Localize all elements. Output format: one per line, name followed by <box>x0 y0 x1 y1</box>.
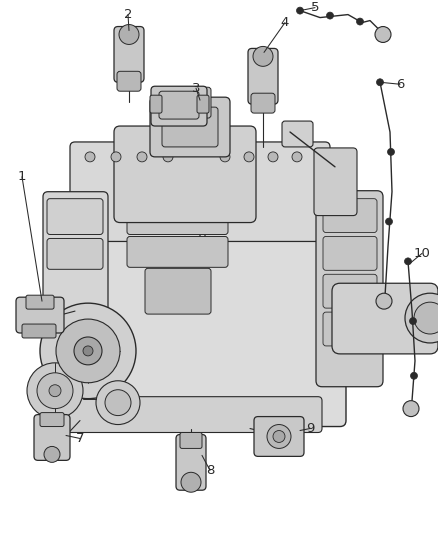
Text: 5: 5 <box>311 1 319 14</box>
FancyBboxPatch shape <box>117 71 141 91</box>
Circle shape <box>105 390 131 416</box>
FancyBboxPatch shape <box>197 95 209 113</box>
Circle shape <box>96 381 140 425</box>
Text: 3: 3 <box>192 82 200 95</box>
FancyBboxPatch shape <box>150 95 162 113</box>
Circle shape <box>297 7 304 14</box>
Text: 9: 9 <box>306 422 314 435</box>
FancyBboxPatch shape <box>159 91 199 119</box>
Text: 7: 7 <box>76 432 84 445</box>
FancyBboxPatch shape <box>180 432 202 448</box>
Circle shape <box>37 373 73 409</box>
FancyBboxPatch shape <box>127 237 228 268</box>
Text: 10: 10 <box>413 247 431 260</box>
Circle shape <box>181 472 201 492</box>
Circle shape <box>119 25 139 44</box>
FancyBboxPatch shape <box>64 215 346 426</box>
Circle shape <box>403 401 419 417</box>
FancyBboxPatch shape <box>205 142 330 241</box>
FancyBboxPatch shape <box>34 415 70 461</box>
Circle shape <box>111 152 121 162</box>
FancyBboxPatch shape <box>127 199 228 235</box>
Circle shape <box>405 258 411 265</box>
FancyBboxPatch shape <box>282 121 313 147</box>
Circle shape <box>56 319 120 383</box>
FancyBboxPatch shape <box>40 413 64 426</box>
Circle shape <box>49 385 61 397</box>
FancyBboxPatch shape <box>70 142 200 241</box>
FancyBboxPatch shape <box>323 312 377 346</box>
Circle shape <box>253 46 273 66</box>
Circle shape <box>377 79 384 86</box>
Circle shape <box>40 303 136 399</box>
FancyBboxPatch shape <box>64 397 322 432</box>
Circle shape <box>220 152 230 162</box>
Text: 8: 8 <box>206 464 214 477</box>
FancyBboxPatch shape <box>332 283 438 354</box>
Circle shape <box>137 152 147 162</box>
Circle shape <box>163 152 173 162</box>
FancyBboxPatch shape <box>314 148 357 215</box>
FancyBboxPatch shape <box>162 107 218 147</box>
Circle shape <box>376 293 392 309</box>
FancyBboxPatch shape <box>16 297 64 333</box>
FancyBboxPatch shape <box>316 191 383 387</box>
FancyBboxPatch shape <box>175 87 211 118</box>
Circle shape <box>414 302 438 334</box>
FancyBboxPatch shape <box>323 237 377 270</box>
FancyBboxPatch shape <box>145 268 211 314</box>
FancyBboxPatch shape <box>43 192 108 346</box>
Circle shape <box>74 337 102 365</box>
Circle shape <box>85 152 95 162</box>
Text: 4: 4 <box>281 16 289 29</box>
Circle shape <box>244 152 254 162</box>
Circle shape <box>410 373 417 379</box>
Circle shape <box>357 18 364 25</box>
FancyBboxPatch shape <box>323 199 377 232</box>
FancyBboxPatch shape <box>22 324 56 338</box>
FancyBboxPatch shape <box>176 434 206 490</box>
Circle shape <box>410 318 417 325</box>
Circle shape <box>405 293 438 343</box>
Circle shape <box>83 346 93 356</box>
FancyBboxPatch shape <box>26 295 54 309</box>
Text: 1: 1 <box>18 170 26 183</box>
FancyBboxPatch shape <box>251 93 275 113</box>
Circle shape <box>27 363 83 418</box>
Circle shape <box>292 152 302 162</box>
Circle shape <box>44 447 60 462</box>
FancyBboxPatch shape <box>114 27 144 82</box>
Circle shape <box>273 431 285 442</box>
Circle shape <box>267 425 291 448</box>
Text: 6: 6 <box>396 78 404 91</box>
FancyBboxPatch shape <box>151 86 207 126</box>
Circle shape <box>375 27 391 43</box>
Circle shape <box>385 218 392 225</box>
FancyBboxPatch shape <box>248 49 278 104</box>
FancyBboxPatch shape <box>47 238 103 269</box>
FancyBboxPatch shape <box>323 274 377 308</box>
Circle shape <box>326 12 333 19</box>
FancyBboxPatch shape <box>150 97 230 157</box>
Circle shape <box>268 152 278 162</box>
FancyBboxPatch shape <box>47 199 103 235</box>
FancyBboxPatch shape <box>254 417 304 456</box>
FancyBboxPatch shape <box>114 126 256 223</box>
Circle shape <box>388 148 395 156</box>
Text: 2: 2 <box>124 8 132 21</box>
